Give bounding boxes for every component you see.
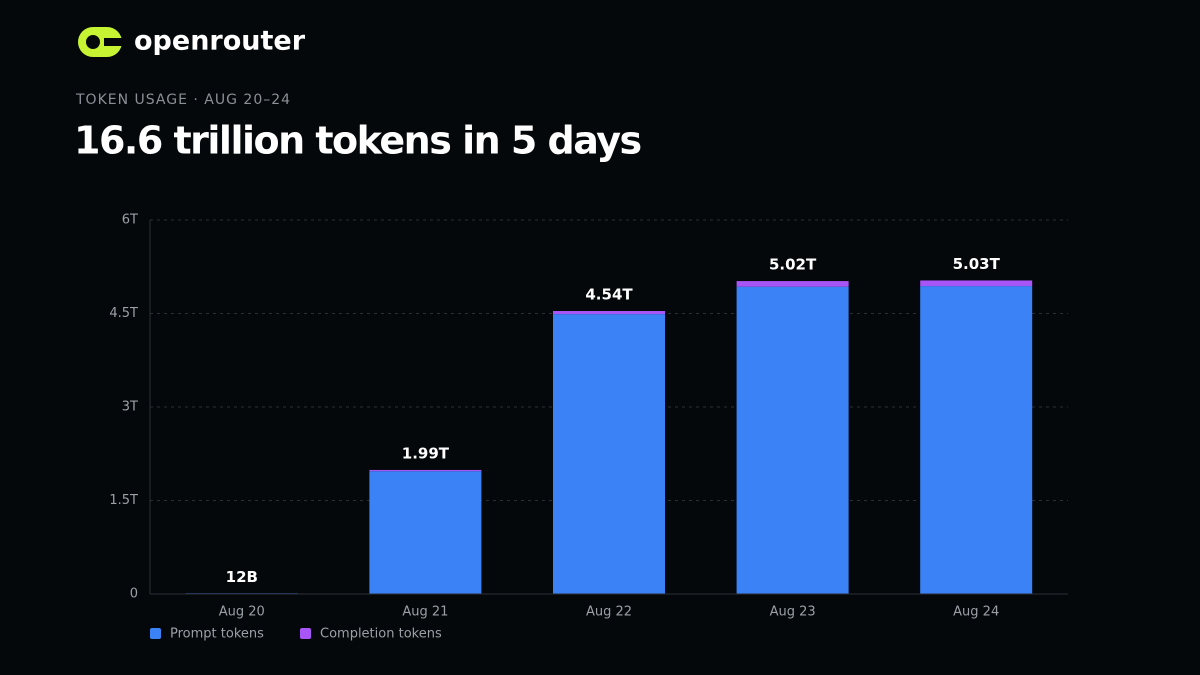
total-label: 1.99T (402, 444, 450, 462)
legend-label: Prompt tokens (170, 627, 264, 642)
bar-segment (920, 280, 1033, 287)
bar-segment (369, 471, 482, 594)
chart-title: 16.6 trillion tokens in 5 days (74, 119, 641, 163)
bar-segment (736, 281, 849, 287)
legend-swatch (300, 628, 311, 639)
y-tick-label: 0 (130, 587, 138, 602)
y-tick-label: 3T (122, 400, 138, 415)
x-tick-label: Aug 20 (219, 605, 265, 620)
y-tick-label: 6T (122, 213, 138, 228)
x-tick-label: Aug 23 (770, 605, 816, 620)
total-label: 5.03T (953, 255, 1001, 273)
bar-segment (369, 469, 482, 472)
x-tick-label: Aug 22 (586, 605, 632, 620)
bar-segment (736, 286, 849, 594)
y-tick-label: 1.5T (109, 493, 138, 508)
brand-name: openrouter (134, 26, 306, 57)
total-label: 5.02T (769, 256, 817, 274)
bar-segment (553, 314, 665, 594)
eyebrow: TOKEN USAGE · AUG 20–24 (75, 92, 291, 108)
x-tick-label: Aug 24 (953, 605, 999, 620)
bar-segment (553, 311, 665, 315)
x-tick-label: Aug 21 (402, 605, 448, 620)
y-tick-label: 4.5T (109, 306, 138, 321)
logo (78, 27, 124, 57)
total-label: 4.54T (585, 286, 633, 304)
total-label: 12B (226, 568, 258, 586)
legend-swatch (150, 628, 161, 639)
bar-segment (920, 286, 1033, 594)
legend-label: Completion tokens (320, 627, 442, 642)
